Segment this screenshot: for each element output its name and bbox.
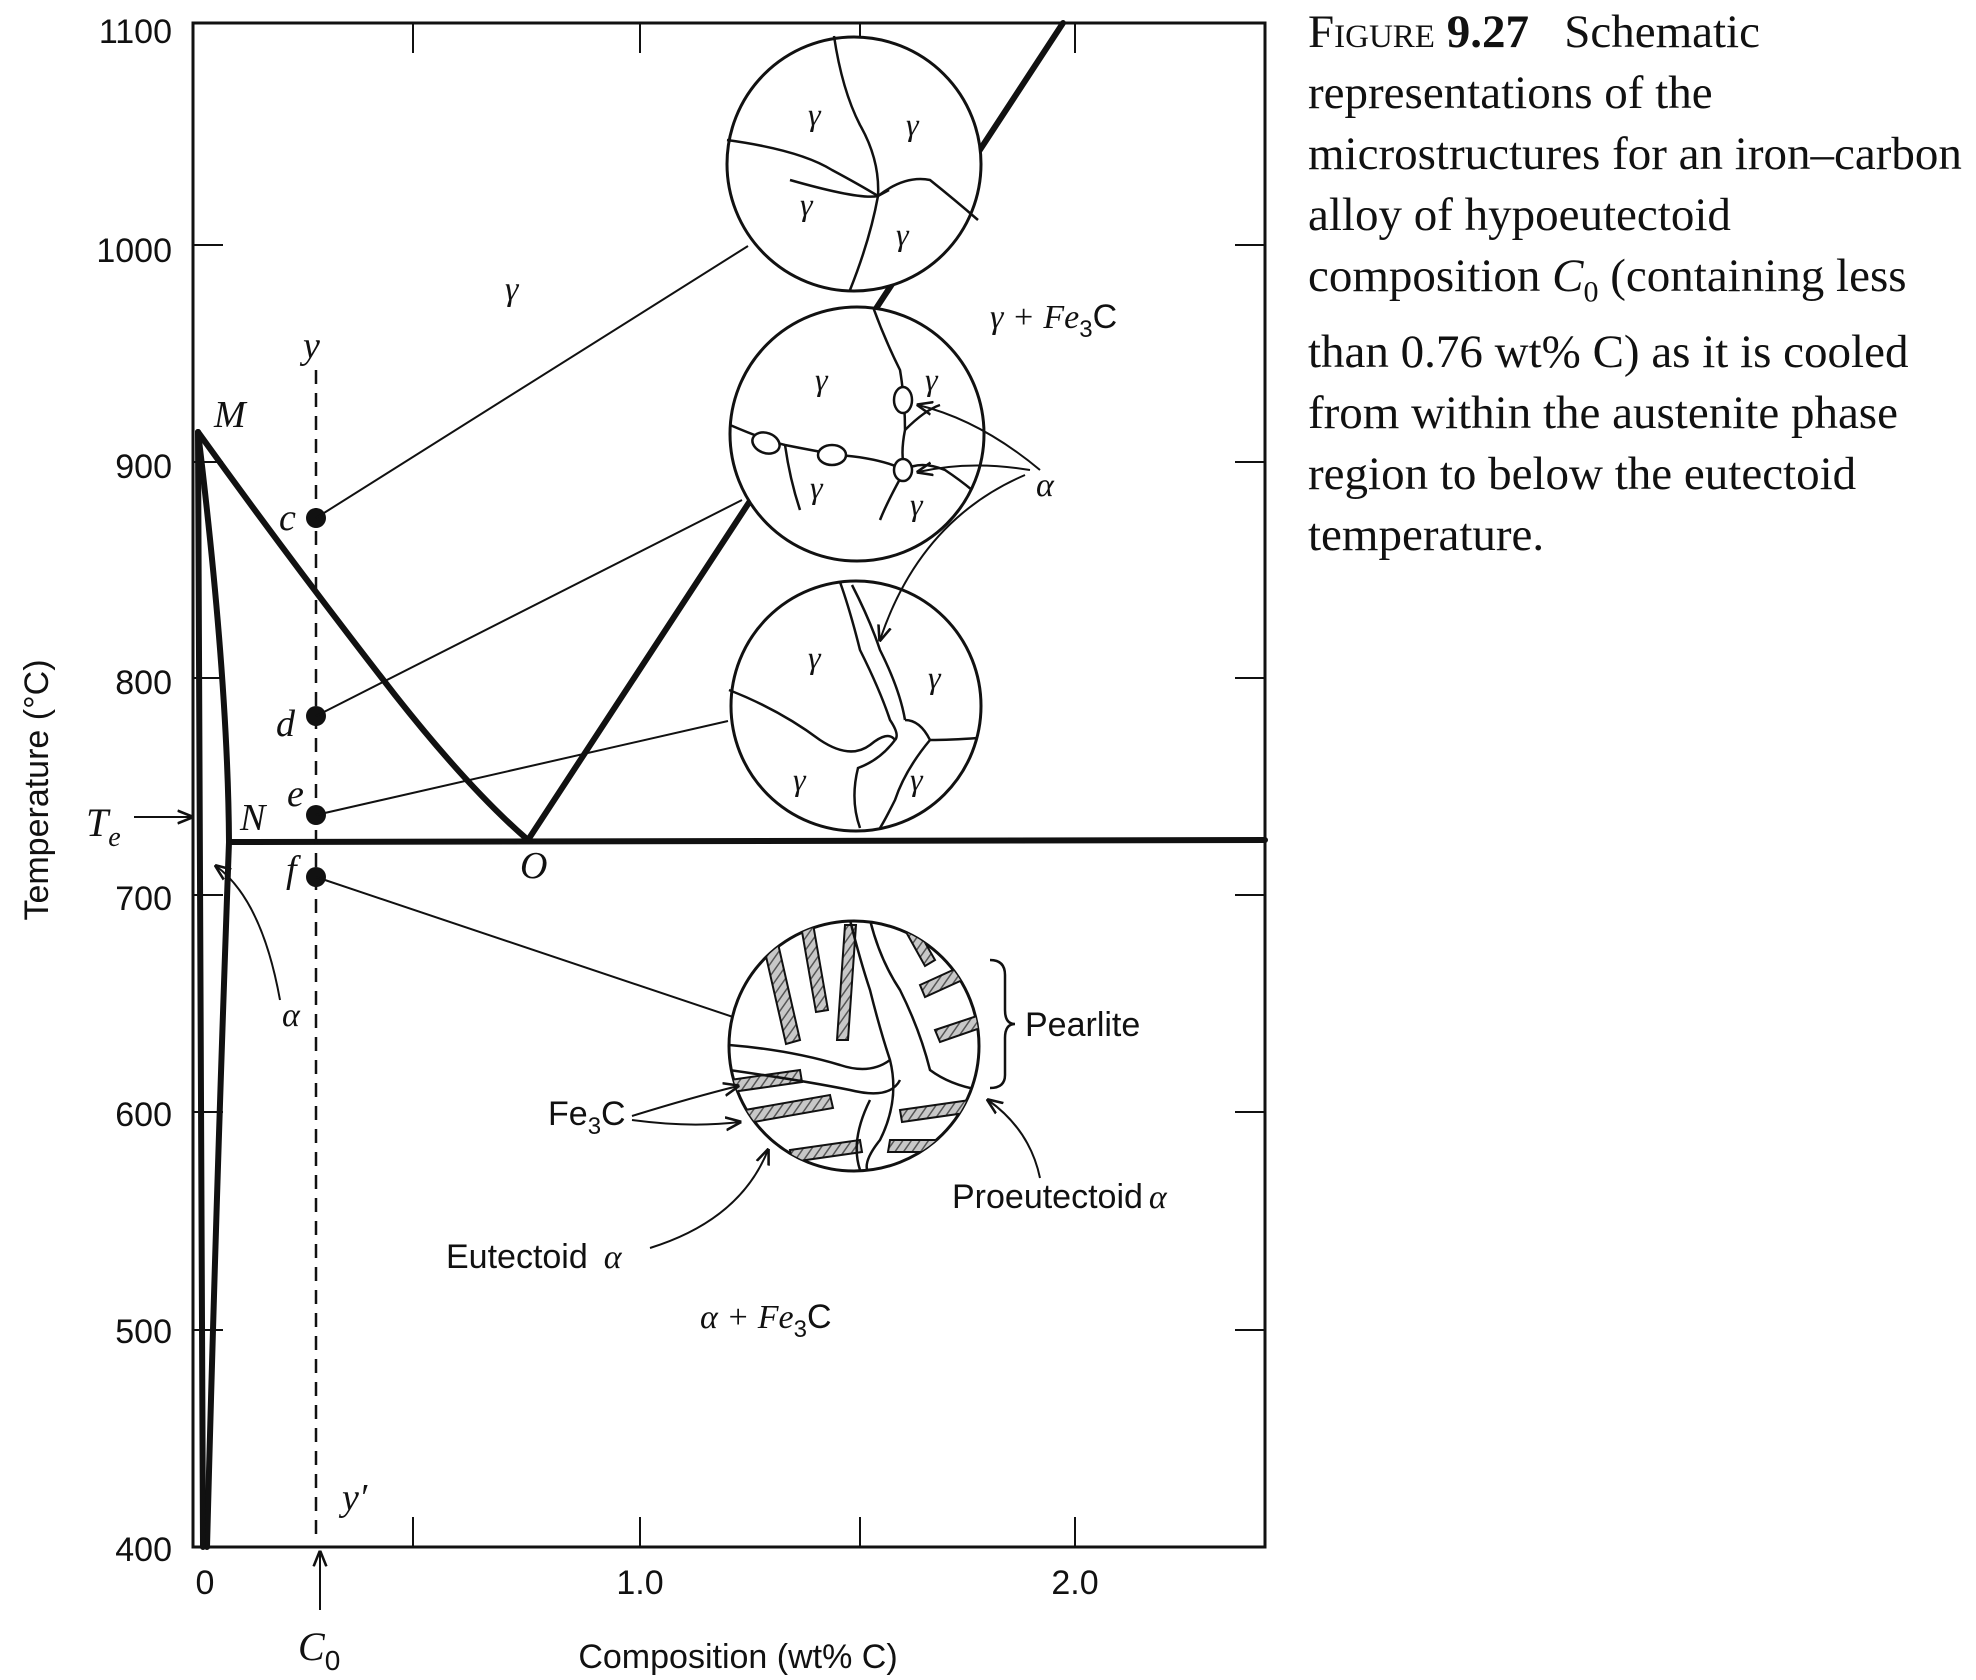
point-label-O: O xyxy=(520,845,547,887)
caption-text: Schematic representations of the microst… xyxy=(1308,6,1962,302)
phase-label-gamma-fe3c: γ + Fe3C xyxy=(990,298,1117,343)
alpha-arrow xyxy=(216,866,281,1001)
microstructure-c: γ γ γ γ xyxy=(725,35,983,293)
y-tick-marks xyxy=(193,244,1265,1331)
phase-label-alpha: α xyxy=(1036,467,1055,504)
y-tick-label: 600 xyxy=(115,1096,172,1134)
alpha-left-edge xyxy=(195,429,206,1550)
grain-label: γ xyxy=(808,639,822,675)
y-tick-label: 700 xyxy=(115,880,172,918)
caption-symbol-sub: 0 xyxy=(1583,275,1599,309)
y-axis-label: Temperature (°C) xyxy=(18,659,56,920)
caption-text-end: (containing less than 0.76 wt% C) as it … xyxy=(1308,250,1909,562)
grain-label: γ xyxy=(896,216,910,252)
grain-label: γ xyxy=(928,659,942,695)
y-tick-label: 400 xyxy=(115,1531,172,1569)
microstructure-f xyxy=(727,919,981,1173)
fe3c-label: Fe3C xyxy=(548,1095,626,1140)
alpha-solvus-lower xyxy=(204,839,232,1550)
point-label-d: d xyxy=(276,703,296,745)
figure-caption: Figure 9.27 Schematic representations of… xyxy=(1308,2,1968,566)
alpha-arrows xyxy=(880,405,1041,640)
grain-label: γ xyxy=(810,469,824,505)
point-label-y: y xyxy=(299,325,320,367)
grain-label: γ xyxy=(925,361,939,397)
eutectoid-label: Eutectoid α xyxy=(446,1238,623,1276)
microstructure-d: γ γ γ γ xyxy=(728,305,986,563)
point-label-f: f xyxy=(286,849,301,891)
point-label-c: c xyxy=(279,497,296,539)
eutectoid-isotherm xyxy=(226,837,1268,845)
point-label-y-prime: y′ xyxy=(338,1477,368,1519)
y-tick-label: 1000 xyxy=(96,232,172,270)
grain-label: γ xyxy=(910,486,924,522)
proeutectoid-arrow xyxy=(988,1100,1041,1179)
grain-label: γ xyxy=(808,96,822,132)
grain-label: γ xyxy=(815,361,829,397)
figure-number: 9.27 xyxy=(1446,6,1529,58)
c0-label: C0 xyxy=(298,1624,340,1676)
proeutectoid-label: Proeutectoid α xyxy=(952,1178,1168,1216)
plot-frame xyxy=(191,21,1267,1549)
fe3c-arrow xyxy=(631,1120,740,1125)
x-tick-label: 1.0 xyxy=(616,1564,663,1602)
alpha-solvus xyxy=(195,429,232,845)
eutectoid-arrow xyxy=(649,1150,768,1249)
pearlite-label: Pearlite xyxy=(1025,1006,1140,1044)
te-label: Te xyxy=(86,800,121,853)
phase-label-alpha-fe3c: α + Fe3C xyxy=(700,1298,832,1343)
x-tick-label: 2.0 xyxy=(1051,1564,1098,1602)
point-label-e: e xyxy=(287,773,304,815)
y-tick-label: 500 xyxy=(115,1313,172,1351)
grain-label: γ xyxy=(793,761,807,797)
caption-symbol: C xyxy=(1552,250,1584,302)
microstructure-e: γ γ γ γ xyxy=(728,579,983,833)
x-tick-label: 0 xyxy=(196,1564,215,1602)
pearlite-brace xyxy=(989,958,1016,1090)
figure-word: Figure xyxy=(1308,6,1435,58)
grain-label: γ xyxy=(910,761,924,797)
y-tick-label: 1100 xyxy=(99,13,172,51)
fe3c-arrow xyxy=(631,1086,738,1117)
y-tick-label: 800 xyxy=(115,664,172,702)
x-axis-label: Composition (wt% C) xyxy=(578,1638,897,1676)
grain-label: γ xyxy=(800,186,814,222)
y-tick-label: 900 xyxy=(115,448,172,486)
phase-label-alpha: α xyxy=(282,997,301,1034)
point-label-N: N xyxy=(239,797,268,839)
leader-lines xyxy=(315,245,749,1021)
grain-label: γ xyxy=(906,106,920,142)
phase-label-gamma: γ xyxy=(505,271,520,308)
point-label-M: M xyxy=(213,394,248,436)
